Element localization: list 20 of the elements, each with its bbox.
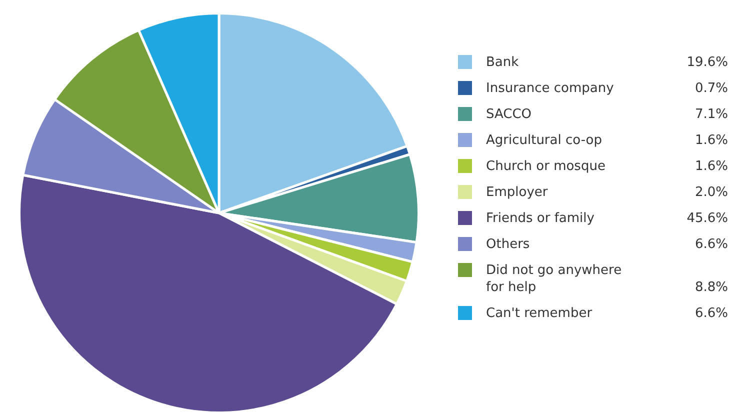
legend-label: Insurance company (486, 80, 615, 97)
data-label: 8.8% (694, 279, 728, 296)
data-label: 2.0% (694, 184, 728, 201)
legend-label: Can't remember (486, 305, 594, 322)
data-label: 1.6% (694, 132, 728, 149)
legend-label: Employer (486, 184, 549, 201)
data-label: 6.6% (694, 305, 728, 322)
legend-label: Others (486, 236, 531, 253)
legend-label: Did not go anywhere for help (486, 262, 623, 296)
legend-label: Agricultural co-op (486, 132, 603, 149)
legend-label: SACCO (486, 106, 533, 123)
legend-label: Friends or family (486, 210, 596, 227)
data-label: 45.6% (686, 210, 728, 227)
data-label: 19.6% (686, 54, 728, 71)
data-label: 7.1% (694, 106, 728, 123)
data-label: 0.7% (694, 80, 728, 97)
legend-label: Bank (486, 54, 520, 71)
legend-label: Church or mosque (486, 158, 606, 175)
data-label: 1.6% (694, 158, 728, 175)
data-label: 6.6% (694, 236, 728, 253)
